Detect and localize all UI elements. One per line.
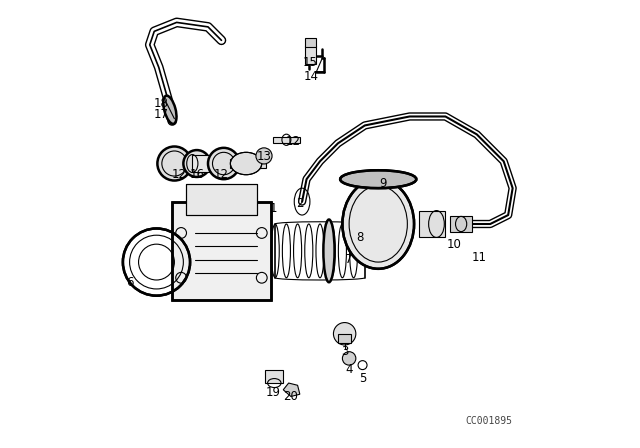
- Circle shape: [184, 150, 210, 177]
- Text: 12: 12: [214, 168, 229, 181]
- Bar: [305, 38, 316, 47]
- Bar: [305, 46, 316, 64]
- Text: 5: 5: [359, 372, 366, 385]
- Text: CC001895: CC001895: [466, 416, 513, 426]
- Text: 19: 19: [266, 385, 280, 399]
- Ellipse shape: [340, 170, 417, 188]
- Text: 10: 10: [447, 237, 462, 251]
- Text: 4: 4: [346, 363, 353, 376]
- Text: 20: 20: [284, 390, 298, 403]
- Circle shape: [256, 148, 272, 164]
- Text: 2: 2: [296, 197, 303, 211]
- Text: 17: 17: [154, 108, 168, 121]
- Text: 8: 8: [356, 231, 364, 244]
- Text: 16: 16: [189, 168, 204, 181]
- Bar: [266, 370, 284, 383]
- Circle shape: [157, 146, 191, 181]
- Polygon shape: [284, 383, 300, 396]
- Text: 14: 14: [303, 69, 319, 83]
- Bar: [419, 211, 445, 237]
- Text: 3: 3: [341, 345, 348, 358]
- Bar: [186, 184, 257, 215]
- Text: 1: 1: [269, 202, 276, 215]
- Circle shape: [208, 148, 239, 179]
- Text: 9: 9: [379, 177, 387, 190]
- Text: 11: 11: [472, 251, 486, 264]
- Bar: [338, 334, 351, 343]
- Ellipse shape: [163, 95, 177, 124]
- Ellipse shape: [230, 152, 262, 175]
- Ellipse shape: [323, 220, 335, 282]
- Circle shape: [333, 323, 356, 345]
- Text: 13: 13: [257, 150, 271, 164]
- Text: 6: 6: [126, 276, 133, 289]
- Text: 12: 12: [172, 168, 186, 181]
- Text: 12: 12: [285, 134, 301, 148]
- Bar: [273, 137, 300, 143]
- Circle shape: [342, 352, 356, 365]
- Bar: [172, 202, 271, 300]
- Text: 15: 15: [303, 56, 317, 69]
- Bar: [172, 202, 271, 300]
- Ellipse shape: [342, 179, 414, 269]
- Bar: [230, 159, 266, 168]
- Bar: [450, 216, 472, 232]
- Text: 18: 18: [154, 96, 168, 110]
- Bar: [186, 184, 257, 215]
- Bar: [192, 155, 219, 172]
- Text: 7: 7: [346, 253, 353, 267]
